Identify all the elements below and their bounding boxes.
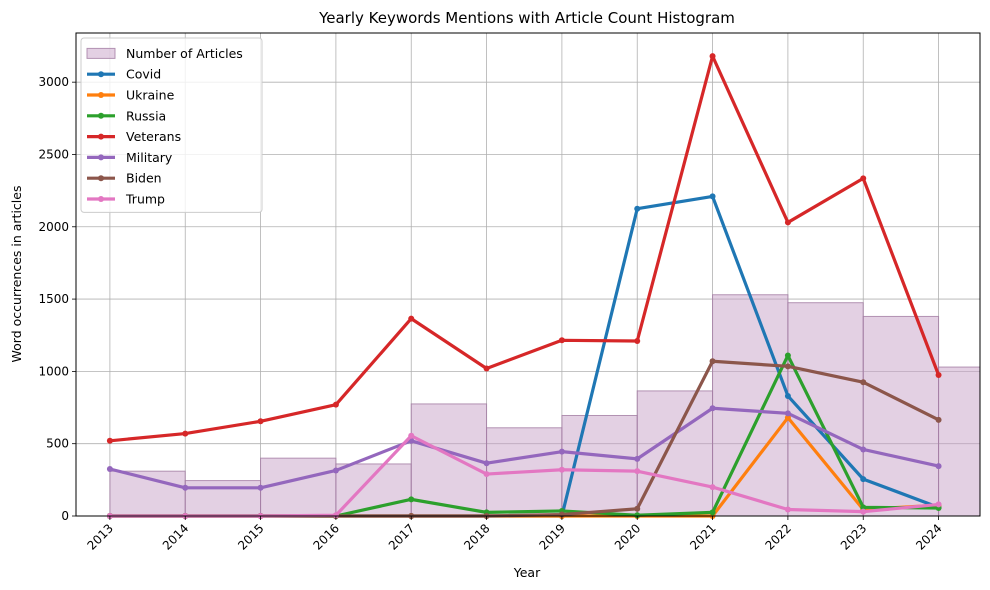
- y-tick-label: 2500: [38, 147, 69, 161]
- series-point-military: [332, 467, 339, 474]
- series-point-military: [106, 466, 113, 473]
- legend-swatch-number-of-articles: [86, 47, 116, 59]
- series-point-veterans: [784, 219, 791, 226]
- y-tick-label: 2000: [38, 220, 69, 234]
- series-point-veterans: [558, 337, 565, 344]
- legend-label-veterans: Veterans: [126, 129, 181, 144]
- series-point-veterans: [860, 175, 867, 182]
- series-point-veterans: [634, 338, 641, 345]
- series-point-veterans: [106, 437, 113, 444]
- y-tick-label: 1000: [38, 364, 69, 378]
- series-point-trump: [935, 501, 942, 508]
- series-point-covid: [784, 392, 791, 399]
- series-point-military: [257, 484, 264, 491]
- series-point-military: [935, 463, 942, 470]
- series-point-biden: [860, 379, 867, 386]
- series-point-biden: [935, 416, 942, 423]
- article-count-histogram: [109, 294, 981, 517]
- histogram-bar: [636, 390, 714, 517]
- legend-label-military: Military: [126, 150, 173, 165]
- legend-label-trump: Trump: [125, 192, 165, 207]
- legend-marker-ukraine: [98, 92, 104, 98]
- histogram-bar: [712, 294, 789, 517]
- series-point-trump: [332, 512, 339, 519]
- series-line-veterans: [108, 54, 941, 443]
- y-tick-label: 0: [61, 509, 69, 523]
- series-point-veterans: [408, 315, 415, 322]
- legend-marker-military: [98, 154, 104, 161]
- series-point-veterans: [935, 372, 942, 379]
- y-tick-label: 3000: [38, 75, 69, 89]
- series-point-veterans: [182, 430, 189, 437]
- legend-marker-trump: [98, 196, 104, 202]
- x-axis-title: Year: [513, 565, 541, 580]
- series-point-military: [483, 460, 490, 467]
- series-point-trump: [784, 506, 791, 513]
- series-point-military: [558, 448, 565, 455]
- series-point-covid: [709, 193, 716, 200]
- series-point-veterans: [257, 418, 264, 425]
- series-point-military: [860, 446, 867, 453]
- legend-label-number-of-articles: Number of Articles: [126, 46, 243, 61]
- series-point-trump: [558, 466, 565, 473]
- series-point-russia: [408, 496, 415, 503]
- series-point-veterans: [483, 365, 490, 372]
- series-point-trump: [860, 508, 867, 515]
- legend-marker-biden: [98, 175, 104, 182]
- series-point-military: [784, 410, 791, 417]
- series-point-covid: [860, 476, 867, 483]
- series-point-biden: [784, 363, 791, 370]
- legend-label-russia: Russia: [126, 108, 166, 123]
- y-tick-label: 500: [46, 437, 69, 451]
- y-tick-label: 1500: [38, 292, 69, 306]
- histogram-bar: [938, 366, 981, 517]
- legend-label-biden: Biden: [126, 171, 162, 186]
- chart-title: Yearly Keywords Mentions with Article Co…: [318, 9, 735, 27]
- legend-marker-covid: [98, 71, 104, 78]
- series-line-military: [108, 406, 941, 490]
- legend-label-covid: Covid: [126, 67, 161, 82]
- series-point-veterans: [332, 401, 339, 408]
- series-point-ukraine: [784, 414, 791, 421]
- series-point-russia: [860, 504, 867, 511]
- series-point-russia: [634, 512, 641, 519]
- y-axis-title: Word occurrences in articles: [9, 186, 24, 363]
- legend-box: [80, 37, 263, 213]
- series-point-military: [709, 405, 716, 412]
- series-point-trump: [709, 484, 716, 491]
- series-point-military: [182, 484, 189, 491]
- series-point-trump: [634, 468, 641, 475]
- series-point-biden: [709, 358, 716, 365]
- series-point-biden: [634, 505, 641, 512]
- histogram-bar: [184, 480, 262, 517]
- legend-marker-russia: [98, 112, 104, 119]
- legend-marker-veterans: [98, 133, 104, 140]
- legend-label-ukraine: Ukraine: [126, 88, 175, 103]
- legend: Number of Articles Covid Ukraine Russia Vete…: [80, 37, 263, 213]
- series-point-russia: [709, 509, 716, 516]
- histogram-bar: [260, 457, 337, 517]
- series-point-military: [634, 455, 641, 462]
- plot-frame: [75, 32, 981, 517]
- series-point-veterans: [709, 53, 716, 60]
- series-point-covid: [634, 205, 641, 212]
- series-point-trump: [483, 471, 490, 478]
- y-axis: 0 500 1000 1500 2000 2500 3000: [38, 75, 76, 523]
- series-point-trump: [408, 432, 415, 439]
- series-point-russia: [784, 352, 791, 359]
